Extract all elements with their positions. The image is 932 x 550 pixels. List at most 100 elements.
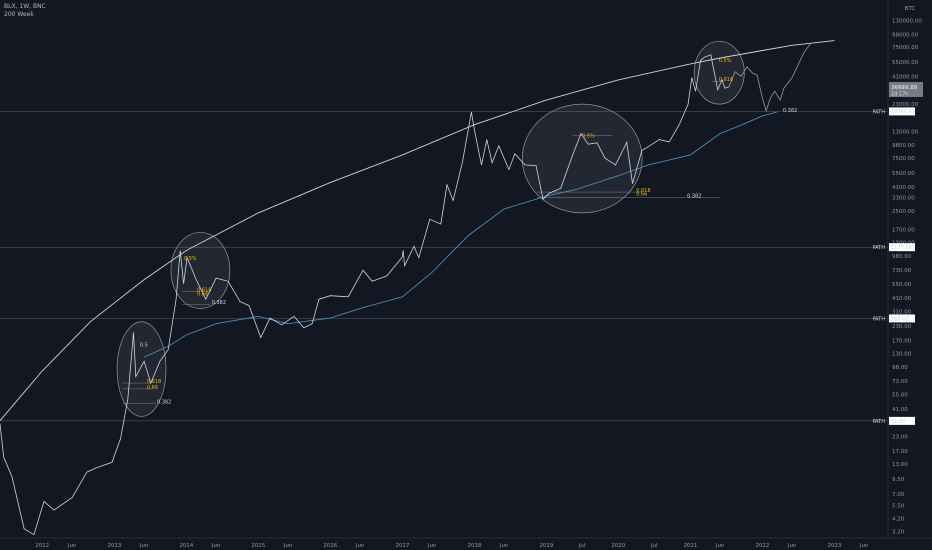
price-tick-label: 4.20 <box>892 516 905 522</box>
fib-annotation: 0.618 <box>719 77 733 83</box>
price-tick-label: 230.00 <box>892 324 912 330</box>
level-label: PATH <box>872 109 885 115</box>
time-axis[interactable]: 2012 Jun 2013 Jun 2014 Jun 2015 Jun 2016 Jun 2017 J… <box>35 543 869 549</box>
price-tick-label: 13.00 <box>892 462 908 468</box>
price-tick-label: 55.00 <box>892 393 908 399</box>
time-tick-label: 2015 <box>251 543 265 549</box>
countdown-value: 2d 17h <box>891 92 908 98</box>
price-tick-label: 23.00 <box>892 435 908 441</box>
time-tick-label: Jun <box>427 543 437 549</box>
time-tick-label: Jun <box>859 543 869 549</box>
time-tick-label: 2022 <box>755 543 769 549</box>
time-tick-label: Jul <box>650 543 658 549</box>
upper-trend-curve <box>0 40 835 421</box>
price-tick-label: 13000.00 <box>892 130 919 136</box>
ma-200-week-line <box>143 111 777 358</box>
fib-annotation: 0.382 <box>687 194 701 200</box>
time-tick-label: Jul <box>578 543 586 549</box>
price-tick-label: 9.50 <box>892 477 905 483</box>
level-value: 268.63 <box>891 316 909 322</box>
price-tick-label: 980.00 <box>892 254 912 260</box>
indicator-label[interactable]: 200 Week <box>4 11 34 18</box>
fib-annotation: 0.618 <box>147 379 161 385</box>
time-tick-label: 2017 <box>395 543 409 549</box>
price-tick-label: 41.00 <box>892 407 908 413</box>
price-tick-label: 3300.00 <box>892 196 915 202</box>
level-value: 19764.31 <box>891 109 915 115</box>
level-label: PATH <box>872 316 885 322</box>
level-tags: 19764.31 1177.18 268.63 31.90 <box>889 107 915 425</box>
fib-annotation: 0.66 <box>197 292 208 298</box>
price-tick-label: 55000.00 <box>892 60 919 66</box>
time-tick-label: 2018 <box>467 543 481 549</box>
price-tick-label: 7.00 <box>892 492 905 498</box>
price-axis[interactable]: 130000.00 98000.00 75000.00 55000.00 41000.0… <box>892 19 922 536</box>
price-tick-label: 7500.00 <box>892 156 915 162</box>
fib-annotation: 0.382 <box>212 300 226 306</box>
price-tick-label: 4100.00 <box>892 185 915 191</box>
fib-annotation: 0.618 <box>636 188 650 194</box>
price-tick-label: 73.00 <box>892 379 908 385</box>
time-tick-label: 2019 <box>539 543 553 549</box>
fib-annotation: 0.618 <box>197 287 211 293</box>
level-value: 31.90 <box>891 419 905 425</box>
level-value-box <box>889 107 915 116</box>
price-tick-label: 98.00 <box>892 365 908 371</box>
price-tick-label: 170.00 <box>892 338 912 344</box>
price-tick-label: 130000.00 <box>892 19 922 25</box>
time-tick-label: Jun <box>67 543 77 549</box>
currency-label: BTC <box>905 6 916 12</box>
highlight-ellipse <box>521 103 643 214</box>
time-tick-label: Jun <box>283 543 293 549</box>
time-tick-label: 2021 <box>683 543 697 549</box>
price-line <box>0 54 730 536</box>
time-tick-label: Jun <box>715 543 725 549</box>
price-tick-label: 130.00 <box>892 351 912 357</box>
price-tick-label: 5500.00 <box>892 171 915 177</box>
level-value-box <box>889 416 915 425</box>
fib-annotation: 0.382 <box>783 108 797 114</box>
level-value-box <box>889 243 915 252</box>
price-tick-label: 550.00 <box>892 282 912 288</box>
time-tick-label: Jun <box>139 543 149 549</box>
current-price-tag: 36689.89 2d 17h <box>889 82 923 98</box>
price-tick-label: 41000.00 <box>892 74 919 80</box>
price-tick-label: 310.00 <box>892 309 912 315</box>
price-tick-label: 410.00 <box>892 296 912 302</box>
fib-annotations: 0.50.6180.660.3820.5%0.6180.660.3820.5%0… <box>140 58 797 405</box>
price-tick-label: 75000.00 <box>892 45 919 51</box>
fib-annotation: 0.5% <box>184 256 197 262</box>
level-label: PATH <box>872 245 885 251</box>
symbol-label[interactable]: BLX, 1W, BNC <box>4 3 46 10</box>
price-tick-label: 3.20 <box>892 530 905 536</box>
time-tick-label: 2023 <box>827 543 841 549</box>
time-tick-label: 2013 <box>107 543 121 549</box>
price-tick-label: 5.50 <box>892 504 905 510</box>
time-tick-label: Jun <box>355 543 365 549</box>
horizontal-levels: PATH PATH PATH PATH <box>0 109 888 425</box>
level-label: PATH <box>872 419 885 425</box>
time-tick-label: 2020 <box>611 543 625 549</box>
highlight-ellipse <box>116 321 167 417</box>
level-value-box <box>889 314 915 323</box>
price-tick-label: 17.00 <box>892 449 908 455</box>
fib-annotation: 0.5 <box>140 342 148 348</box>
price-tick-label: 23000.00 <box>892 102 919 108</box>
time-tick-label: Jun <box>499 543 509 549</box>
time-tick-label: Jun <box>211 543 221 549</box>
price-tick-label: 730.00 <box>892 268 912 274</box>
price-tick-label: 98000.00 <box>892 32 919 38</box>
highlight-ellipses <box>116 40 745 417</box>
time-tick-label: 2016 <box>323 543 337 549</box>
fib-annotation: 0.66 <box>147 385 158 391</box>
time-tick-label: 2014 <box>179 543 193 549</box>
current-price-value: 36689.89 <box>891 85 918 91</box>
time-tick-label: 2012 <box>35 543 49 549</box>
price-tick-label: 1700.00 <box>892 228 915 234</box>
price-tick-label: 9800.00 <box>892 143 915 149</box>
fib-annotation: 0.5% <box>582 133 595 139</box>
chart-legend: BLX, 1W, BNC 200 Week <box>4 3 46 19</box>
time-tick-label: Jun <box>787 543 797 549</box>
level-value: 1177.18 <box>891 245 912 251</box>
